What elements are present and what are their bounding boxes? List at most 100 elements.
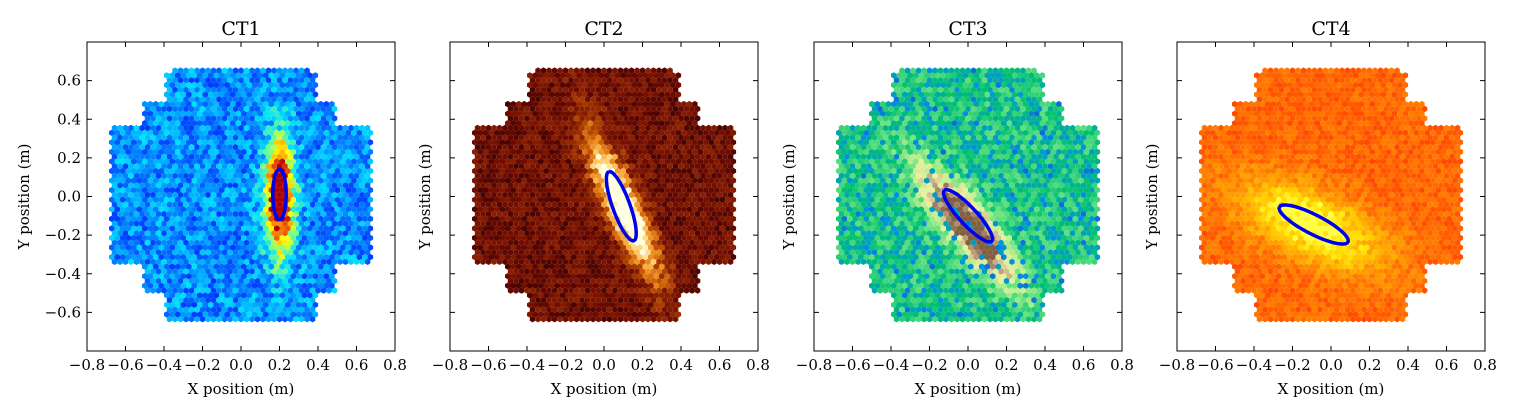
camera-pixel [571, 129, 577, 136]
camera-pixel [307, 186, 313, 194]
camera-pixel [725, 167, 731, 175]
camera-pixel [169, 148, 175, 156]
camera-pixel [268, 292, 274, 299]
camera-pixel [232, 287, 239, 294]
camera-pixel [661, 296, 668, 304]
camera-pixel [543, 158, 549, 165]
camera-pixel [263, 253, 269, 261]
camera-pixel [957, 253, 963, 261]
camera-pixel [670, 311, 676, 318]
camera-pixel [254, 86, 261, 93]
camera-pixel [880, 263, 886, 270]
camera-pixel [529, 316, 536, 323]
camera-pixel [279, 273, 285, 280]
camera-pixel [697, 167, 704, 175]
camera-pixel [241, 91, 247, 98]
camera-pixel [554, 292, 560, 299]
camera-pixel [285, 81, 291, 89]
camera-pixel [590, 239, 596, 246]
camera-pixel [639, 115, 646, 122]
camera-pixel [579, 296, 585, 304]
camera-pixel [595, 77, 602, 84]
camera-pixel [954, 268, 960, 275]
camera-pixel [987, 249, 993, 256]
camera-pixel [293, 287, 299, 294]
camera-pixel [224, 206, 230, 213]
camera-pixel [191, 215, 197, 222]
camera-pixel [1050, 253, 1057, 261]
camera-pixel [268, 234, 274, 242]
camera-pixel [194, 249, 200, 256]
camera-pixel [535, 153, 541, 160]
camera-pixel [634, 163, 640, 170]
camera-pixel [199, 96, 206, 103]
camera-pixel [1001, 244, 1007, 251]
camera-pixel [271, 287, 277, 294]
camera-pixel [155, 172, 162, 179]
camera-pixel [235, 158, 241, 165]
camera-pixel [1012, 292, 1018, 299]
camera-pixel [716, 182, 723, 189]
camera-pixel [1023, 234, 1029, 242]
camera-pixel [1009, 258, 1015, 265]
camera-pixel [120, 253, 126, 261]
camera-pixel [650, 67, 657, 74]
camera-pixel [257, 244, 263, 251]
camera-pixel [546, 249, 552, 256]
camera-pixel [590, 143, 596, 151]
camera-pixel [686, 273, 693, 280]
camera-pixel [359, 249, 365, 256]
camera-pixel [241, 100, 247, 108]
camera-pixel [186, 110, 192, 117]
camera-pixel [617, 239, 624, 246]
camera-pixel [210, 287, 217, 294]
camera-pixel [180, 301, 186, 308]
camera-pixel [337, 220, 343, 227]
camera-pixel [708, 244, 715, 251]
camera-pixel [323, 100, 330, 108]
camera-pixel [265, 268, 272, 275]
camera-pixel [639, 96, 646, 103]
camera-pixel [304, 172, 310, 179]
camera-pixel [573, 201, 580, 208]
camera-pixel [150, 163, 156, 170]
camera-pixel [568, 239, 574, 246]
camera-pixel [1031, 316, 1037, 323]
camera-pixel [527, 263, 533, 270]
camera-pixel [158, 100, 164, 108]
camera-pixel [716, 239, 723, 246]
camera-pixel [626, 263, 632, 270]
camera-pixel [1039, 234, 1046, 242]
camera-pixel [142, 139, 148, 146]
camera-pixel [210, 239, 217, 246]
camera-pixel [672, 143, 679, 151]
camera-pixel [725, 206, 731, 213]
camera-pixel [1047, 239, 1054, 246]
camera-pixel [719, 215, 726, 222]
camera-pixel [312, 301, 319, 308]
camera-pixel [598, 206, 604, 213]
camera-pixel [689, 239, 695, 246]
camera-pixel [970, 316, 977, 323]
camera-pixel [546, 115, 552, 122]
camera-pixel [348, 153, 354, 160]
camera-pixel [626, 186, 632, 194]
camera-pixel [136, 167, 142, 175]
camera-pixel [576, 100, 582, 108]
camera-pixel [661, 96, 668, 103]
camera-pixel [593, 273, 599, 280]
camera-pixel [904, 268, 911, 275]
camera-pixel [626, 311, 632, 318]
camera-pixel [549, 81, 555, 89]
camera-pixel [521, 186, 527, 194]
camera-pixel [535, 268, 541, 275]
camera-pixel [869, 263, 875, 270]
camera-pixel [847, 253, 853, 261]
camera-pixel [642, 91, 648, 98]
camera-pixel [219, 215, 225, 222]
camera-pixel [312, 148, 319, 156]
camera-pixel [232, 115, 239, 122]
camera-pixel [992, 296, 999, 304]
camera-pixel [527, 196, 533, 203]
camera-pixel [722, 258, 728, 265]
